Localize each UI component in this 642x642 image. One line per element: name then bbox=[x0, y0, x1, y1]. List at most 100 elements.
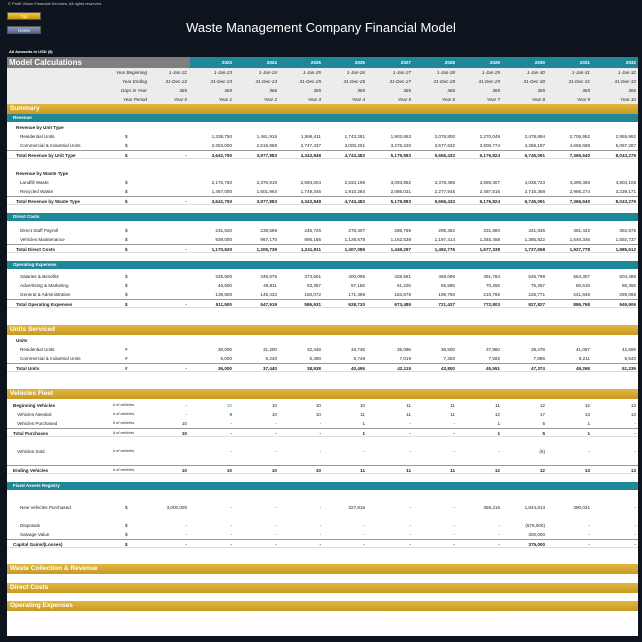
row-label: Vehicles Purchased bbox=[17, 421, 58, 426]
value-cell: 75,257 bbox=[530, 283, 545, 288]
value-cell: - bbox=[230, 523, 232, 528]
value-cell: - bbox=[453, 449, 455, 454]
value-cell: 1,749,345 bbox=[300, 189, 321, 194]
value-cell: 1,743,281 bbox=[344, 134, 365, 139]
value-cell: 295,362 bbox=[438, 228, 455, 233]
year-label: 2030 bbox=[534, 60, 545, 65]
data-row: Commercial & Industrial Units #6,000 6,240… bbox=[7, 354, 638, 363]
value-cell: 2,487,516 bbox=[479, 189, 500, 194]
value-cell: - bbox=[185, 302, 187, 307]
unit-label: $ bbox=[125, 292, 128, 297]
value-cell: 1-Jan-27 bbox=[392, 70, 411, 75]
row-label: General & Administrative bbox=[20, 292, 71, 297]
value-cell: 564,307 bbox=[573, 274, 590, 279]
value-cell: 39,478 bbox=[530, 347, 545, 352]
value-cell: 4,743,482 bbox=[344, 153, 365, 158]
value-cell: 3,093,852 bbox=[390, 180, 411, 185]
value-cell: - bbox=[634, 505, 636, 510]
value-cell: 31-Dec-22 bbox=[165, 79, 187, 84]
section-title: Operating Expenses bbox=[10, 602, 73, 609]
value-cell: - bbox=[588, 542, 590, 547]
row-label: Residential Units bbox=[20, 134, 55, 139]
value-cell: Year 8 bbox=[531, 97, 545, 102]
value-cell: 49,811 bbox=[263, 283, 277, 288]
section-header[interactable]: Vehicles Fleet bbox=[7, 389, 638, 399]
value-cell: 348,676 bbox=[260, 274, 277, 279]
section-header[interactable]: Direct Costs bbox=[7, 583, 638, 593]
model-calculations-title: Model Calculations bbox=[7, 57, 190, 68]
data-row: Vehicles Maintenance $939,000 967,170 996,1… bbox=[7, 235, 638, 244]
value-cell: 2,175,750 bbox=[211, 180, 232, 185]
subsection-header[interactable]: Revenue bbox=[7, 114, 638, 122]
value-cell: 2,966,274 bbox=[569, 189, 590, 194]
value-cell: 30,000 bbox=[217, 347, 232, 352]
subsection-header[interactable]: Fixed Assets Registry bbox=[7, 482, 638, 490]
top-button[interactable]: Top bbox=[7, 12, 41, 20]
group-label: Revenue by Unit Type bbox=[7, 123, 638, 132]
value-cell: 365 bbox=[537, 88, 545, 93]
value-cell: 6,240 bbox=[265, 356, 278, 361]
row-label: Salaries & Benefits bbox=[20, 274, 59, 279]
section-header[interactable]: Operating Expenses bbox=[7, 601, 638, 611]
row-label: Commercial & Industrial Units bbox=[20, 143, 81, 148]
value-cell: - bbox=[363, 449, 365, 454]
value-cell: 10 bbox=[315, 412, 321, 417]
value-cell: 1-Jan-24 bbox=[258, 70, 277, 75]
value-cell: 10 bbox=[226, 403, 232, 408]
year-label: 2023 bbox=[221, 60, 232, 65]
home-button[interactable]: Home bbox=[7, 26, 41, 34]
value-cell: 1,241,911 bbox=[300, 247, 321, 252]
row-label: Vehicles Needed bbox=[17, 412, 52, 417]
row-label: Total Revenue by Unit Type bbox=[16, 153, 76, 158]
value-cell: 42,115 bbox=[397, 366, 411, 371]
value-cell: - bbox=[634, 449, 636, 454]
timeline-row: Days in Year 365 365 366 365 365 365 366 365 365 3… bbox=[7, 86, 638, 95]
subsection-header[interactable]: Direct Costs bbox=[7, 213, 638, 221]
value-cell: 36,500 bbox=[440, 347, 455, 352]
value-cell: 4,343,848 bbox=[300, 199, 321, 204]
value-cell: 5,656,432 bbox=[434, 199, 455, 204]
value-cell: Year 9 bbox=[576, 97, 590, 102]
value-cell: - bbox=[363, 523, 365, 528]
year-header-row: 2023 2024 2025 2026 2027 2028 2029 2030 2031 2032 bbox=[7, 58, 638, 67]
unit-label: # of vehicles bbox=[113, 431, 135, 435]
unit-label: $ bbox=[125, 542, 128, 547]
row-label: Units bbox=[16, 338, 28, 343]
section-header[interactable]: Units Serviced bbox=[7, 325, 638, 335]
value-cell: - bbox=[634, 421, 636, 426]
value-cell: 366 bbox=[269, 88, 277, 93]
value-cell: 3,276,220 bbox=[390, 143, 411, 148]
unit-label: # of vehicles bbox=[113, 421, 135, 425]
value-cell: 604,486 bbox=[619, 274, 636, 279]
value-cell: - bbox=[185, 523, 187, 528]
section-header[interactable]: Waste Collection & Revenue bbox=[7, 564, 638, 574]
value-cell: 3,977,883 bbox=[256, 153, 277, 158]
total-row: Total Purchases # of vehicles 10 - - - 1 - - 1 5 1 - bbox=[7, 428, 638, 437]
value-cell: 37,960 bbox=[485, 347, 500, 352]
value-cell: 1,677,338 bbox=[479, 247, 500, 252]
year-header-bar bbox=[190, 57, 638, 68]
value-cell: 1,345,458 bbox=[479, 237, 500, 242]
value-cell: 1 bbox=[587, 421, 590, 426]
value-cell: 1,197,414 bbox=[434, 237, 455, 242]
value-cell: 40,495 bbox=[350, 366, 365, 371]
subsection-header[interactable]: Operating Expenses bbox=[7, 261, 638, 269]
value-cell: 1 bbox=[497, 431, 500, 436]
section-header[interactable]: Summary bbox=[7, 104, 638, 114]
section-title: Direct Costs bbox=[13, 214, 40, 219]
data-row: Residential Units $1,338,750 1,461,915 1,59… bbox=[7, 132, 638, 141]
value-cell: 10 bbox=[181, 431, 187, 436]
value-cell: 3,689,307 bbox=[479, 180, 500, 185]
value-cell: 949,906 bbox=[619, 302, 636, 307]
value-cell: - bbox=[453, 421, 455, 426]
unit-label: $ bbox=[125, 532, 128, 537]
data-row: Commercial & Industrial Units $2,304,000 2… bbox=[7, 141, 638, 150]
value-cell: 241,846 bbox=[573, 292, 590, 297]
value-cell: 86,355 bbox=[621, 283, 636, 288]
total-row: Ending Vehicles # of vehicles 10 10 10 10 11 11… bbox=[7, 465, 638, 474]
value-cell: 365 bbox=[492, 88, 500, 93]
value-cell: 381,432 bbox=[573, 228, 590, 233]
value-cell: 1,927,778 bbox=[569, 247, 590, 252]
value-cell: - bbox=[498, 532, 500, 537]
value-cell: 3,239,171 bbox=[615, 189, 636, 194]
